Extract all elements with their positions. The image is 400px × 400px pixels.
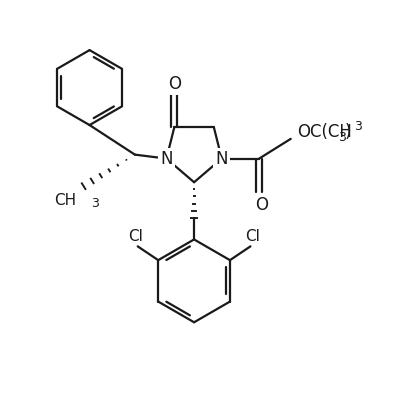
Text: ): ): [345, 123, 351, 141]
Text: 3: 3: [354, 120, 362, 133]
Text: O: O: [168, 76, 181, 94]
Text: 3: 3: [91, 197, 99, 210]
Text: N: N: [216, 150, 228, 168]
Text: Cl: Cl: [245, 228, 260, 244]
Text: OC(CH: OC(CH: [297, 123, 352, 141]
Text: N: N: [160, 150, 173, 168]
Text: Cl: Cl: [128, 228, 143, 244]
Text: O: O: [255, 196, 268, 214]
Text: CH: CH: [54, 193, 76, 208]
Text: 3: 3: [338, 131, 346, 144]
